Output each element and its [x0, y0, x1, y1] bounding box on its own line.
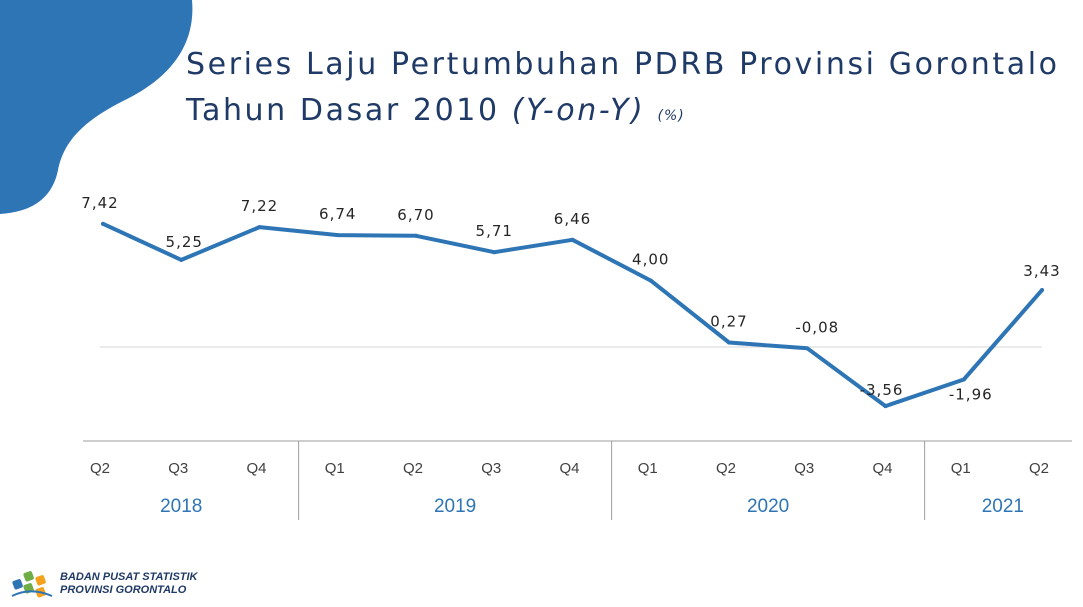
x-tick-label-5: Q3 [481, 460, 501, 477]
year-label-2018: 2018 [160, 496, 202, 517]
organization-name: BADAN PUSAT STATISTIK PROVINSI GORONTALO [60, 571, 198, 597]
x-tick-label-3: Q1 [325, 460, 345, 477]
title-line-1: Series Laju Pertumbuhan PDRB Provinsi Go… [186, 47, 1060, 82]
data-label-10: -3,56 [860, 381, 904, 399]
series-line [101, 221, 1044, 409]
decorative-blob [0, 0, 193, 214]
data-label-1: 5,25 [166, 233, 203, 251]
data-point-0 [101, 221, 105, 226]
org-line-2: PROVINSI GORONTALO [60, 584, 187, 596]
data-label-6: 6,46 [554, 210, 591, 228]
data-label-11: -1,96 [949, 386, 993, 404]
data-label-8: 0,27 [710, 313, 747, 331]
data-label-5: 5,71 [476, 222, 513, 240]
year-label-2021: 2021 [982, 496, 1024, 517]
bps-logo [11, 571, 53, 598]
data-label-9: -0,08 [795, 318, 839, 336]
org-line-1: BADAN PUSAT STATISTIK [60, 571, 198, 583]
title-unit: (%) [657, 108, 685, 124]
data-point-4 [414, 233, 418, 238]
x-tick-label-10: Q4 [872, 460, 892, 477]
x-tick-label-12: Q2 [1029, 460, 1049, 477]
x-tick-label-6: Q4 [559, 460, 579, 477]
data-point-2 [257, 225, 262, 230]
x-tick-label-4: Q2 [403, 460, 423, 477]
x-tick-label-7: Q1 [638, 460, 658, 477]
data-label-12: 3,43 [1023, 262, 1060, 280]
year-label-2019: 2019 [434, 496, 476, 517]
data-point-3 [335, 233, 340, 238]
x-tick-label-2: Q4 [246, 460, 266, 477]
data-point-1 [179, 257, 184, 262]
year-label-2020: 2020 [747, 496, 789, 517]
x-tick-label-0: Q2 [90, 460, 110, 477]
x-tick-label-8: Q2 [716, 460, 736, 477]
data-point-7 [648, 278, 653, 283]
data-label-3: 6,74 [319, 205, 356, 223]
data-label-7: 4,00 [632, 251, 669, 269]
data-label-0: 7,42 [81, 194, 118, 212]
data-point-10 [883, 404, 888, 409]
chart-title: Series Laju Pertumbuhan PDRB Provinsi Go… [186, 42, 1060, 139]
x-tick-label-9: Q3 [794, 460, 814, 477]
data-point-9 [805, 346, 810, 351]
x-tick-label-11: Q1 [951, 460, 971, 477]
data-point-6 [570, 237, 575, 242]
data-label-2: 7,22 [241, 197, 278, 215]
data-point-8 [727, 340, 731, 345]
title-year-base: Tahun Dasar 2010 [186, 93, 500, 128]
title-yoy: (Y-on-Y) [511, 93, 646, 128]
data-point-11 [961, 377, 966, 382]
x-tick-label-1: Q3 [168, 460, 188, 477]
data-point-5 [492, 250, 497, 255]
data-point-12 [1040, 288, 1044, 293]
title-line-2: Tahun Dasar 2010 (Y-on-Y) (%) [186, 88, 1060, 139]
data-label-4: 6,70 [397, 206, 434, 224]
